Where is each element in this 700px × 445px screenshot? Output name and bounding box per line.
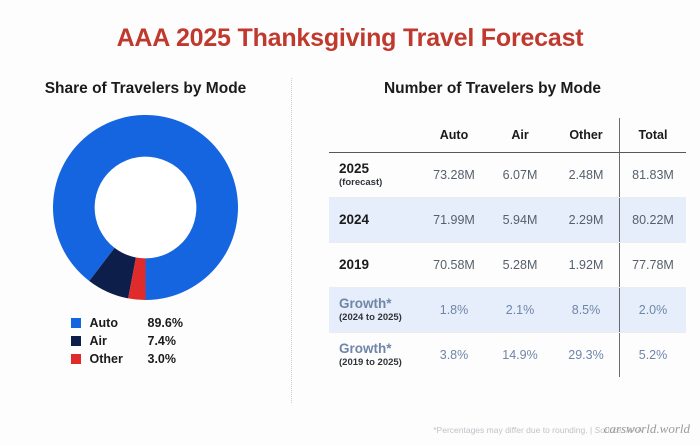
cell-other: 2.29M: [553, 197, 620, 243]
donut-hole: [95, 157, 196, 258]
cell-auto: 3.8%: [439, 348, 469, 362]
cell-other: 29.3%: [568, 348, 604, 362]
column-header-auto: Auto: [421, 118, 487, 153]
legend-value-other: 3.0%: [147, 352, 177, 366]
row-label-main: 2019: [339, 257, 370, 273]
row-label-sub: (2024 to 2025): [339, 311, 402, 323]
row-label: 2024: [329, 197, 421, 243]
cell-auto: 1.8%: [421, 287, 487, 333]
watermark: carsworld.world: [603, 421, 690, 436]
cell-total: 2.0%: [619, 287, 686, 333]
column-header-other: Other: [553, 118, 620, 153]
page-title: AAA 2025 Thanksgiving Travel Forecast: [116, 24, 584, 52]
legend-swatch-icon-auto: [70, 318, 81, 328]
donut-chart-svg: [53, 115, 238, 300]
cell-total: 77.78M: [619, 242, 686, 288]
donut-chart: [53, 115, 238, 300]
row-label-sub: (2019 to 2025): [339, 356, 402, 368]
row-label: Growth* (2024 to 2025): [329, 287, 421, 333]
table-header: Auto Air Other Total: [329, 118, 686, 153]
row-label-main: 2025: [339, 161, 370, 177]
legend-swatch-icon-other: [70, 354, 81, 364]
table-footnote: *Percentages may differ due to rounding.…: [367, 425, 700, 435]
legend-item-other: Other 3.0%: [70, 350, 221, 368]
cell-air: 2.1%: [487, 287, 553, 333]
cell-air: 5.28M: [487, 242, 553, 288]
share-panel-title: Share of Travelers by Mode: [44, 80, 247, 97]
cell-air: 6.07M: [487, 152, 553, 198]
donut-slice-other: [128, 257, 146, 300]
footnote-source-value: AAA: [623, 425, 643, 435]
table-body: 2025 (forecast) 73.28M 6.07M 2.48M 81.83M 2024…: [329, 152, 686, 378]
donut-slice-auto: [53, 115, 238, 300]
footnote-text: *Percentages may differ due to rounding.…: [433, 425, 595, 435]
row-label-main: Growth*: [339, 296, 392, 312]
column-header-air: Air: [487, 118, 553, 153]
panel-divider: [291, 78, 292, 403]
travelers-table: Auto Air Other Total 2025 (forecast) 73.28…: [329, 118, 686, 377]
row-label-sub: (forecast): [339, 176, 383, 188]
donut-slice-air: [89, 247, 136, 299]
cell-auto: 71.99M: [421, 197, 487, 243]
column-header-total: Total: [619, 118, 686, 153]
legend-label-air: Air: [89, 334, 107, 348]
table-row: Growth* (2024 to 2025) 1.8% 2.1% 8.5% 2.0%: [329, 287, 686, 333]
cell-air: 14.9%: [502, 348, 538, 362]
cell-auto: 73.28M: [421, 152, 487, 198]
chart-legend: Auto 89.6% Air 7.4% Other 3.0%: [70, 314, 221, 368]
table-row: 2019 70.58M 5.28M 1.92M 77.78M: [329, 242, 686, 288]
legend-label-auto: Auto: [89, 316, 118, 330]
table-row: 2025 (forecast) 73.28M 6.07M 2.48M 81.83M: [329, 152, 686, 198]
row-label-main: 2024: [339, 212, 370, 228]
cell-other: 2.48M: [553, 152, 620, 198]
row-label: 2019: [329, 242, 421, 288]
legend-item-auto: Auto 89.6%: [70, 314, 221, 332]
cell-other: 1.92M: [553, 242, 620, 288]
cell-total: 5.2%: [619, 332, 686, 377]
legend-value-auto: 89.6%: [147, 316, 183, 330]
cell-auto: 70.58M: [421, 242, 487, 288]
cell-other: 8.5%: [553, 287, 620, 333]
row-label-main: Growth*: [339, 341, 392, 357]
cell-air: 5.94M: [487, 197, 553, 243]
legend-swatch-icon-air: [70, 336, 81, 346]
cell-total: 81.83M: [619, 152, 686, 198]
travelers-table-wrapper: Auto Air Other Total 2025 (forecast) 73.28…: [329, 118, 686, 435]
legend-value-air: 7.4%: [147, 334, 177, 348]
column-header-blank: [329, 118, 421, 153]
numbers-panel: Number of Travelers by Mode Auto Air Oth…: [291, 78, 700, 435]
footnote-source-label: Source:: [594, 425, 624, 435]
numbers-panel-title: Number of Travelers by Mode: [383, 80, 602, 97]
table-row: 2024 71.99M 5.94M 2.29M 80.22M: [329, 197, 686, 243]
legend-item-air: Air 7.4%: [70, 332, 221, 350]
legend-label-other: Other: [89, 352, 123, 366]
row-label: Growth* (2019 to 2025): [329, 333, 421, 378]
table-row: Growth* (2019 to 2025) 3.8% 14.9% 29.3% 5.2%: [329, 332, 686, 378]
cell-total: 80.22M: [619, 197, 686, 243]
row-label: 2025 (forecast): [329, 152, 421, 198]
share-panel: Share of Travelers by Mode Auto 89.6% Ai…: [0, 78, 291, 418]
table-header-row: Auto Air Other Total: [329, 118, 686, 153]
